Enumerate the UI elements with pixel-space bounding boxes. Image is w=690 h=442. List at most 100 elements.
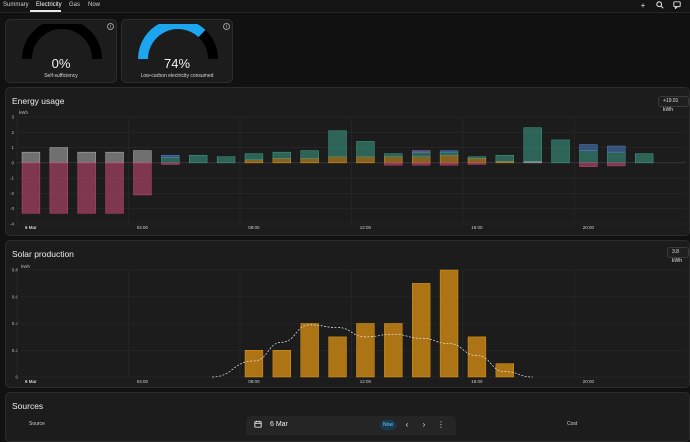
solar-production-card: Solar production 3.8 kWh kWh 0.8 0.6 0.4 0.2… bbox=[5, 240, 690, 388]
energy-bar-segment bbox=[244, 159, 264, 164]
energy-bar-negative bbox=[579, 162, 598, 167]
calendar-icon[interactable] bbox=[254, 420, 262, 430]
x-tick-label: 04:00 bbox=[137, 225, 149, 230]
self-sufficiency-label: Self-sufficiency bbox=[44, 73, 78, 79]
energy-bar-segment bbox=[21, 151, 41, 164]
energy-bar-segment bbox=[272, 158, 291, 164]
energy-bar-segment bbox=[272, 151, 291, 159]
low-carbon-card: i 74% Low-carbon electricity consumed bbox=[121, 19, 233, 83]
energy-bar-segment bbox=[607, 151, 626, 164]
energy-bar-segment bbox=[161, 154, 180, 158]
x-tick-label: 16:00 bbox=[471, 225, 483, 230]
info-icon[interactable]: i bbox=[107, 23, 114, 30]
energy-bar-negative bbox=[21, 162, 41, 214]
energy-bar-segment bbox=[49, 147, 68, 164]
active-tab-indicator bbox=[30, 10, 61, 12]
x-tick-label: 12:00 bbox=[360, 379, 372, 384]
energy-bar-segment bbox=[467, 156, 487, 159]
energy-bar-negative bbox=[105, 162, 124, 214]
forecast-line bbox=[212, 324, 533, 378]
energy-bar-segment bbox=[439, 150, 459, 153]
now-button[interactable]: Now bbox=[380, 420, 396, 430]
previous-day-button[interactable]: ‹ bbox=[405, 420, 409, 429]
energy-bar-segment bbox=[300, 158, 319, 164]
energy-bar-negative bbox=[77, 162, 96, 214]
solar-bar bbox=[300, 323, 319, 378]
energy-bar-segment bbox=[356, 141, 375, 157]
energy-bar-segment bbox=[356, 156, 375, 164]
solar-bar bbox=[384, 323, 403, 378]
date-picker-bar: 6 Mar Now ‹ › ⋮ bbox=[246, 416, 456, 435]
energy-bar-segment bbox=[579, 144, 598, 151]
x-tick-label: 20:00 bbox=[583, 379, 595, 384]
tab-gas[interactable]: Gas bbox=[69, 2, 81, 8]
tab-summary[interactable]: Summary bbox=[3, 2, 29, 8]
y-tick-label: -1 bbox=[10, 176, 14, 181]
x-tick-label: 20:00 bbox=[583, 225, 595, 230]
comment-icon[interactable] bbox=[672, 1, 682, 11]
energy-bar-segment bbox=[216, 156, 236, 164]
search-icon[interactable] bbox=[655, 1, 665, 11]
energy-bar-segment bbox=[495, 154, 514, 162]
energy-bar-segment bbox=[412, 156, 431, 164]
energy-bar-segment bbox=[607, 145, 626, 153]
y-tick-label: 0.4 bbox=[12, 321, 19, 326]
energy-bar-segment bbox=[439, 151, 459, 156]
self-sufficiency-gauge bbox=[22, 24, 102, 60]
energy-bar-segment bbox=[189, 154, 208, 164]
solar-bar bbox=[495, 363, 514, 378]
y-tick-label: 1 bbox=[11, 145, 14, 150]
energy-bar-segment bbox=[551, 139, 570, 164]
solar-bar bbox=[272, 350, 291, 378]
energy-bar-segment bbox=[77, 151, 96, 164]
energy-bar-segment bbox=[579, 150, 598, 164]
y-tick-label: 2 bbox=[11, 130, 14, 135]
low-carbon-gauge bbox=[138, 24, 218, 60]
solar-bar bbox=[439, 269, 459, 378]
solar-bar bbox=[467, 336, 487, 378]
solar-production-title: Solar production bbox=[12, 249, 74, 259]
low-carbon-label: Low-carbon electricity consumed bbox=[140, 73, 214, 79]
x-tick-label: 04:00 bbox=[137, 379, 149, 384]
self-sufficiency-card: i 0% Self-sufficiency bbox=[5, 19, 117, 83]
tab-electricity[interactable]: Electricity bbox=[36, 2, 62, 8]
energy-bar-segment bbox=[328, 130, 347, 157]
cost-column-header: Cost bbox=[567, 421, 578, 427]
energy-bar-segment bbox=[328, 156, 347, 164]
energy-bar-negative bbox=[133, 162, 152, 196]
energy-bar-negative bbox=[161, 162, 180, 165]
source-column-header: Source bbox=[29, 421, 45, 427]
energy-bar-segment bbox=[384, 153, 403, 157]
y-axis-unit: kWh bbox=[19, 110, 28, 115]
energy-bar-segment bbox=[133, 150, 152, 164]
y-tick-label: 0.2 bbox=[12, 348, 19, 353]
y-tick-label: 0.6 bbox=[12, 294, 19, 299]
y-tick-label: 0 bbox=[11, 160, 14, 165]
energy-bar-segment bbox=[105, 151, 124, 164]
energy-bar-negative bbox=[384, 162, 403, 166]
solar-bar bbox=[244, 350, 264, 378]
y-tick-label: -2 bbox=[10, 191, 14, 196]
energy-bar-negative bbox=[467, 162, 487, 165]
more-options-icon[interactable]: ⋮ bbox=[437, 420, 445, 429]
energy-bar-segment bbox=[412, 150, 431, 153]
y-tick-label: 0.8 bbox=[12, 268, 19, 273]
info-icon[interactable]: i bbox=[223, 23, 230, 30]
solar-bar bbox=[356, 323, 375, 378]
energy-bar-segment bbox=[384, 156, 403, 164]
energy-bar-segment bbox=[439, 154, 459, 164]
x-tick-label: 08:00 bbox=[248, 379, 260, 384]
energy-total-badge: +19.91 kWh bbox=[658, 96, 689, 113]
plus-icon[interactable]: + bbox=[640, 1, 646, 10]
energy-bar-segment bbox=[467, 158, 487, 164]
energy-bar-segment bbox=[244, 153, 264, 161]
y-tick-label: -3 bbox=[10, 206, 14, 211]
selected-date[interactable]: 6 Mar bbox=[270, 421, 288, 428]
energy-bar-segment bbox=[523, 127, 542, 162]
next-day-button[interactable]: › bbox=[422, 420, 426, 429]
y-axis-unit: kWh bbox=[21, 264, 30, 269]
x-tick-label: 08:00 bbox=[248, 225, 260, 230]
energy-bar-negative bbox=[49, 162, 68, 214]
tab-now[interactable]: Now bbox=[88, 2, 101, 8]
x-tick-label: 16:00 bbox=[471, 379, 483, 384]
